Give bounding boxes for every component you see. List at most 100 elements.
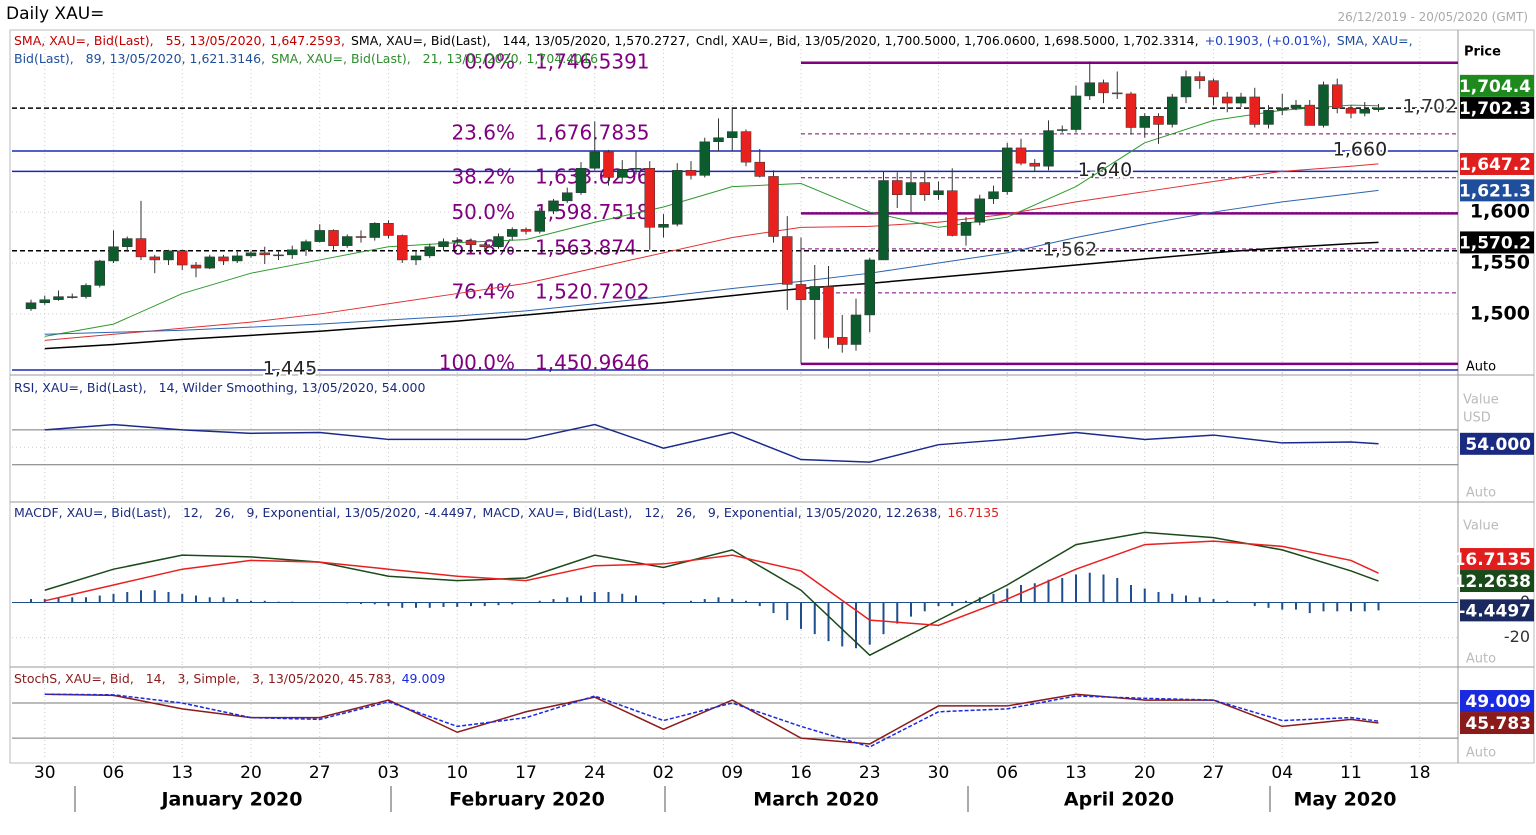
candle-body [1208,80,1219,98]
histogram-bar [827,602,830,642]
legend: SMA, XAU=, Bid(Last), 55, 13/05/2020, 1,… [14,32,1444,68]
x-tick-label: 27 [1203,763,1225,783]
last-value-box [1460,74,1534,97]
candle-body [80,285,92,297]
candle-body [919,182,930,195]
histogram-bar [250,600,252,603]
last-value-label: 49.009 [1465,692,1531,712]
candle-body [823,286,834,338]
candle-body [809,286,820,300]
candle-body [617,169,628,178]
y-tick-label: -20 [1504,627,1530,646]
histogram-bar [483,602,486,607]
chart-title: Daily XAU= [6,4,105,24]
candle-body [1290,104,1302,109]
candle-body [1057,129,1068,131]
candle-body [149,256,160,261]
histogram-bar [181,593,184,603]
candle-body [1373,107,1384,110]
legend-entry: SMA, XAU=, Bid(Last), 144, 13/05/2020, 1… [350,33,690,48]
histogram-bar [552,599,555,603]
candle-body [479,244,490,247]
histogram-bar [332,602,335,604]
axis-label: Value [1463,393,1499,408]
candle-body [1029,162,1040,167]
legend: MACDF, XAU=, Bid(Last), 12, 26, 9, Expon… [14,504,1005,522]
x-tick-label: 13 [171,763,193,783]
legend-entry: RSI, XAU=, Bid(Last), 14, Wilder Smoothi… [14,380,426,395]
x-tick-label: 13 [1065,763,1087,783]
x-tick-label: 24 [584,763,606,783]
x-tick-label: 20 [240,763,262,783]
indicator-line [44,423,1379,463]
histogram-bar [30,599,32,603]
candle-body [740,131,752,163]
candle-body [878,180,889,261]
candle-body [658,224,669,228]
candle-body [1332,84,1343,109]
fib-ratio: 38.2% [451,164,515,188]
candle-body [452,240,463,242]
last-value-box [1460,690,1534,713]
histogram-bar [1240,602,1242,604]
histogram-bar [98,595,101,603]
histogram-bar [1006,588,1009,603]
histogram-bar [497,602,500,606]
histogram-bar [387,602,390,607]
candle-body [1249,96,1260,125]
histogram-bar [1198,597,1201,603]
histogram-bar [978,597,981,603]
last-value-box [1460,179,1534,202]
candle-body [685,170,697,176]
candle-body [988,191,999,200]
candle-body [933,190,944,195]
last-value-label: 1,570.2 [1459,233,1531,253]
candle-body [1043,130,1054,167]
last-value-box [1460,599,1534,622]
histogram-bar [415,602,417,608]
fib-value: 1,563.874 [535,235,637,259]
indicator-line [44,693,1379,745]
histogram-bar [1336,602,1339,612]
histogram-bar [208,597,211,603]
histogram-bar [85,597,87,603]
histogram-bar [401,602,404,608]
candle-body [369,223,380,238]
histogram-bar [538,600,541,603]
legend-entry: MACD, XAU=, Bid(Last), 12, 26, 9, Expone… [482,505,942,520]
legend: StochS, XAU=, Bid, 14, 3, Simple, 3, 13/… [14,670,451,688]
histogram-bar [965,600,967,603]
candle-body [892,180,903,195]
fib-value: 1,676.7835 [535,120,650,144]
candle-body [1002,147,1013,192]
histogram-bar [690,600,692,603]
candle-body [1235,96,1247,104]
legend-entry: Cndl, XAU=, Bid, 13/05/2020, 1,700.5000,… [695,33,1199,48]
histogram-bar [772,602,775,614]
month-label: February 2020 [449,789,605,811]
histogram-bar [1075,574,1077,603]
histogram-bar [318,602,321,603]
candle-body [465,240,477,245]
month-label: April 2020 [1064,789,1174,811]
x-tick-label: 02 [653,763,675,783]
candle-body [727,131,738,138]
x-tick-label: 18 [1409,763,1431,783]
y-tick-label: 1,600 [1470,201,1530,223]
x-tick-label: 17 [515,763,537,783]
histogram-bar [1157,592,1160,603]
x-tick-label: 11 [1340,763,1362,783]
candle-body [410,255,422,261]
scale-label: Auto [1466,360,1496,375]
histogram-bar [346,602,349,604]
last-value-box [1460,570,1534,593]
candle-body [1345,107,1357,114]
month-label: March 2020 [753,789,878,811]
x-tick-label: 04 [1271,763,1293,783]
histogram-bar [1308,602,1311,614]
x-tick-label: 06 [996,763,1018,783]
fib-ratio: 50.0% [451,200,515,224]
axis-label: USD [1463,411,1491,426]
candle-body [768,176,779,237]
